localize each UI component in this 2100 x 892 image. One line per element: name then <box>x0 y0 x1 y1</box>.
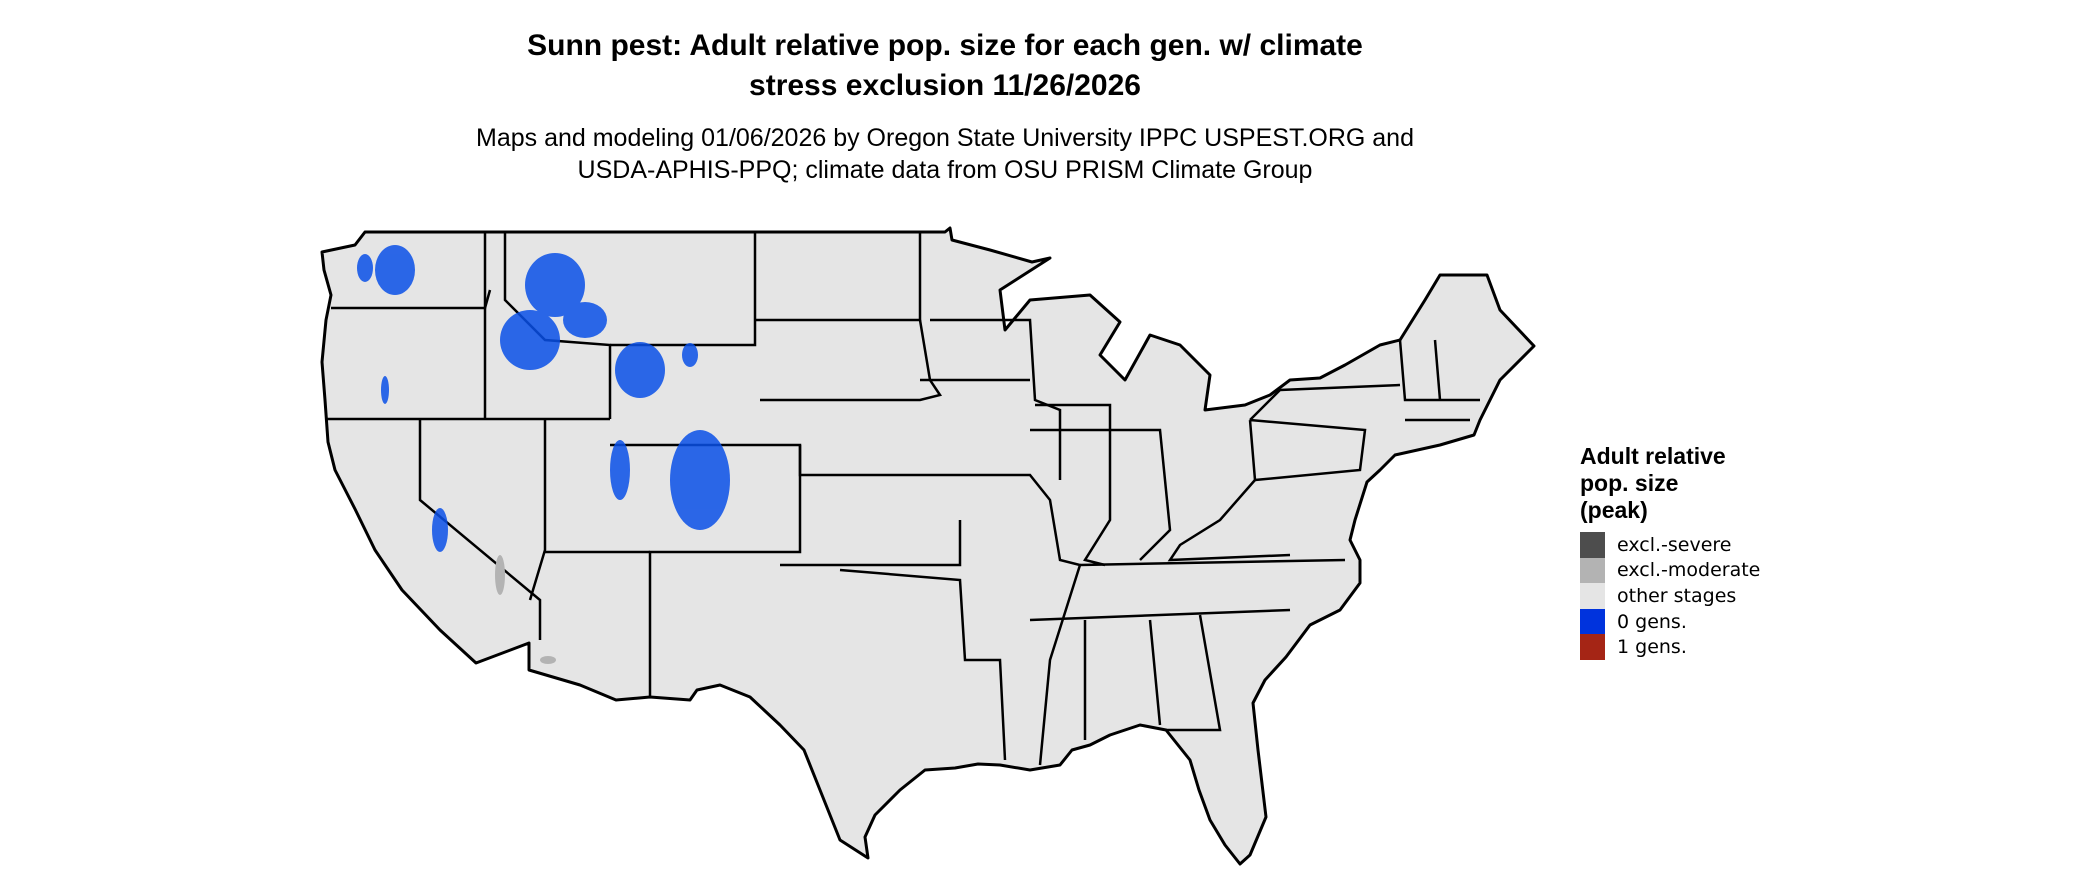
legend-item-excl-moderate: excl.-moderate <box>1580 557 1780 584</box>
subtitle-line-1: Maps and modeling 01/06/2026 by Oregon S… <box>476 124 1414 152</box>
legend-label: excl.-moderate <box>1617 559 1761 582</box>
legend-swatch <box>1580 634 1605 660</box>
zero-gens-areas <box>357 245 730 552</box>
map-title: Sunn pest: Adult relative pop. size for … <box>0 26 1890 106</box>
title-line-1: Sunn pest: Adult relative pop. size for … <box>527 29 1363 62</box>
legend-label: 0 gens. <box>1617 610 1687 633</box>
state-borders <box>325 232 1480 766</box>
legend-item-1-gens: 1 gens. <box>1580 634 1780 660</box>
legend-title-line: Adult relative <box>1580 443 1726 469</box>
conus-outline <box>320 226 1536 866</box>
legend-item-other-stages: other stages <box>1580 583 1780 609</box>
excl-moderate-areas <box>495 555 556 664</box>
legend-swatch <box>1580 583 1605 609</box>
legend-label: 1 gens. <box>1617 636 1687 659</box>
map-subtitle: Maps and modeling 01/06/2026 by Oregon S… <box>0 122 1890 186</box>
legend-swatch <box>1580 532 1605 558</box>
legend-swatch <box>1580 608 1605 635</box>
legend-title-line: (peak) <box>1580 497 1648 523</box>
title-line-2: stress exclusion 11/26/2026 <box>749 69 1141 102</box>
legend-item-excl-severe: excl.-severe <box>1580 532 1780 558</box>
subtitle-line-2: USDA-APHIS-PPQ; climate data from OSU PR… <box>577 156 1313 184</box>
legend-swatch <box>1580 557 1605 584</box>
legend-item-0-gens: 0 gens. <box>1580 608 1780 635</box>
legend-label: other stages <box>1617 584 1737 607</box>
legend-title-line: pop. size <box>1580 470 1679 496</box>
legend-title: Adult relative pop. size (peak) <box>1580 443 1780 524</box>
legend-label: excl.-severe <box>1617 533 1732 556</box>
legend: Adult relative pop. size (peak) excl.-se… <box>1580 443 1780 660</box>
